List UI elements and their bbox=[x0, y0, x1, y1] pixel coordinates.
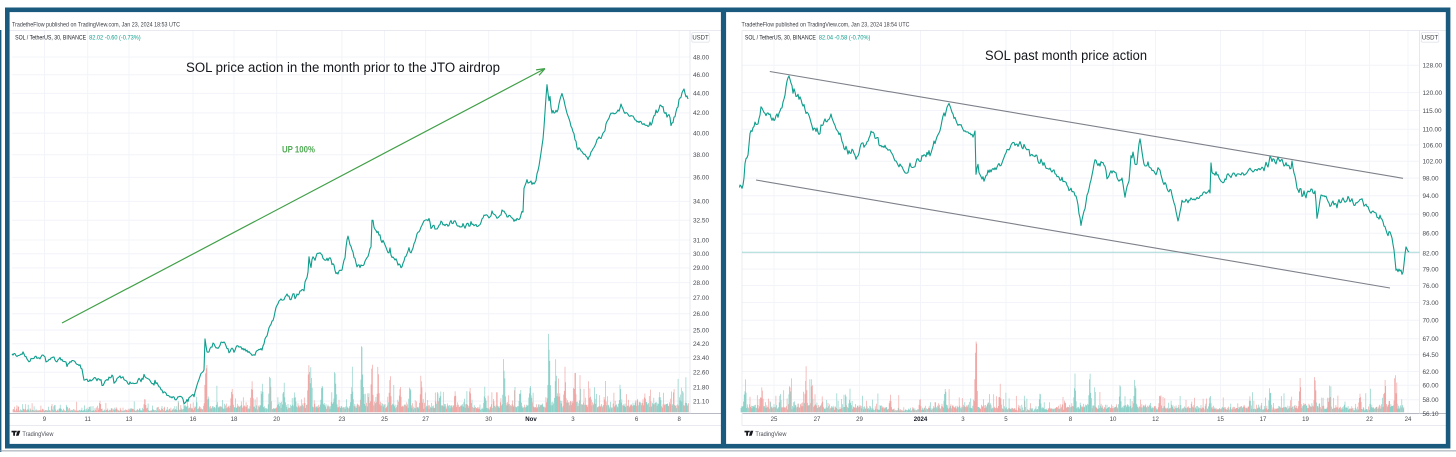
svg-text:12: 12 bbox=[1152, 416, 1159, 423]
svg-text:21.10: 21.10 bbox=[693, 398, 709, 405]
svg-text:27.00: 27.00 bbox=[693, 295, 709, 302]
svg-text:TradingView: TradingView bbox=[22, 431, 53, 438]
svg-text:30.00: 30.00 bbox=[693, 251, 709, 258]
svg-text:2024: 2024 bbox=[914, 416, 928, 423]
svg-text:9: 9 bbox=[43, 416, 47, 423]
svg-text:30: 30 bbox=[485, 416, 492, 423]
svg-text:28.00: 28.00 bbox=[693, 280, 709, 287]
svg-text:56.10: 56.10 bbox=[1423, 411, 1439, 418]
svg-text:6: 6 bbox=[635, 416, 639, 423]
svg-text:20: 20 bbox=[273, 416, 280, 423]
svg-text:128.00: 128.00 bbox=[1423, 63, 1443, 70]
svg-text:10: 10 bbox=[1110, 416, 1117, 423]
svg-text:42.00: 42.00 bbox=[693, 110, 709, 117]
svg-text:TradingView: TradingView bbox=[755, 431, 786, 438]
svg-text:8: 8 bbox=[1069, 416, 1073, 423]
svg-text:USDT: USDT bbox=[692, 36, 709, 42]
svg-text:19: 19 bbox=[1302, 416, 1309, 423]
svg-text:67.00: 67.00 bbox=[1423, 336, 1439, 343]
svg-text:79.00: 79.00 bbox=[1423, 266, 1439, 273]
svg-text:62.00: 62.00 bbox=[1423, 369, 1439, 376]
svg-text:UP 100%: UP 100% bbox=[282, 144, 315, 154]
svg-text:8: 8 bbox=[678, 416, 682, 423]
svg-text:82.04 -0.58 (-0.70%): 82.04 -0.58 (-0.70%) bbox=[819, 34, 871, 41]
svg-text:5: 5 bbox=[1004, 416, 1008, 423]
svg-text:110.00: 110.00 bbox=[1423, 127, 1443, 134]
svg-text:24: 24 bbox=[1405, 416, 1412, 423]
svg-text:46.00: 46.00 bbox=[693, 72, 709, 79]
svg-text:SOL / TetherUS, 30, BINANCE: SOL / TetherUS, 30, BINANCE bbox=[745, 34, 816, 41]
svg-text:25: 25 bbox=[771, 416, 778, 423]
svg-text:34.00: 34.00 bbox=[693, 199, 709, 206]
svg-text:86.00: 86.00 bbox=[1423, 231, 1439, 238]
svg-text:27: 27 bbox=[422, 416, 429, 423]
svg-text:3: 3 bbox=[571, 416, 575, 423]
svg-text:29: 29 bbox=[856, 416, 863, 423]
svg-text:102.00: 102.00 bbox=[1423, 159, 1443, 166]
svg-text:21.80: 21.80 bbox=[693, 385, 709, 392]
svg-text:98.00: 98.00 bbox=[1423, 175, 1439, 182]
svg-text:40.00: 40.00 bbox=[693, 131, 709, 138]
svg-text:73.00: 73.00 bbox=[1423, 300, 1439, 307]
svg-text:TradetheFlow published on Trad: TradetheFlow published on TradingView.co… bbox=[12, 22, 180, 29]
svg-text:TradetheFlow published on Trad: TradetheFlow published on TradingView.co… bbox=[742, 22, 910, 29]
svg-text:26.00: 26.00 bbox=[693, 311, 709, 318]
svg-text:23.40: 23.40 bbox=[693, 355, 709, 362]
svg-text:58.00: 58.00 bbox=[1423, 397, 1439, 404]
svg-text:SOL / TetherUS, 30, BINANCE: SOL / TetherUS, 30, BINANCE bbox=[15, 34, 86, 41]
svg-text:32.50: 32.50 bbox=[693, 218, 709, 225]
svg-text:Nov: Nov bbox=[525, 416, 537, 423]
svg-text:31.00: 31.00 bbox=[693, 237, 709, 244]
svg-text:38.00: 38.00 bbox=[693, 152, 709, 159]
svg-text:29.00: 29.00 bbox=[693, 265, 709, 272]
svg-text:48.00: 48.00 bbox=[693, 54, 709, 61]
svg-text:23: 23 bbox=[339, 416, 346, 423]
svg-text:36.00: 36.00 bbox=[693, 175, 709, 182]
svg-text:16: 16 bbox=[190, 416, 197, 423]
svg-text:11: 11 bbox=[85, 416, 92, 423]
svg-text:82.00: 82.00 bbox=[1423, 251, 1439, 258]
svg-text:44.00: 44.00 bbox=[693, 91, 709, 98]
svg-text:120.00: 120.00 bbox=[1423, 90, 1443, 97]
svg-text:22: 22 bbox=[1366, 416, 1373, 423]
svg-text:SOL past month price action: SOL past month price action bbox=[985, 48, 1147, 63]
svg-text:USDT: USDT bbox=[1422, 36, 1439, 42]
svg-text:27: 27 bbox=[814, 416, 821, 423]
svg-text:70.00: 70.00 bbox=[1423, 318, 1439, 325]
svg-text:90.00: 90.00 bbox=[1423, 211, 1439, 218]
svg-text:94.00: 94.00 bbox=[1423, 193, 1439, 200]
svg-text:25.00: 25.00 bbox=[693, 327, 709, 334]
svg-text:64.50: 64.50 bbox=[1423, 352, 1439, 359]
svg-text:115.00: 115.00 bbox=[1423, 108, 1443, 115]
svg-text:22.60: 22.60 bbox=[693, 370, 709, 377]
svg-text:13: 13 bbox=[126, 416, 133, 423]
svg-text:24.20: 24.20 bbox=[693, 341, 709, 348]
svg-text:18: 18 bbox=[231, 416, 238, 423]
svg-text:60.00: 60.00 bbox=[1423, 383, 1439, 390]
svg-text:76.00: 76.00 bbox=[1423, 283, 1439, 290]
svg-text:25: 25 bbox=[381, 416, 388, 423]
svg-text:82.02 -0.60 (-0.73%): 82.02 -0.60 (-0.73%) bbox=[89, 34, 141, 41]
svg-text:15: 15 bbox=[1217, 416, 1224, 423]
svg-text:17: 17 bbox=[1260, 416, 1267, 423]
svg-text:3: 3 bbox=[961, 416, 965, 423]
svg-text:SOL price action in the month: SOL price action in the month prior to t… bbox=[186, 60, 500, 75]
svg-text:106.00: 106.00 bbox=[1423, 142, 1443, 149]
